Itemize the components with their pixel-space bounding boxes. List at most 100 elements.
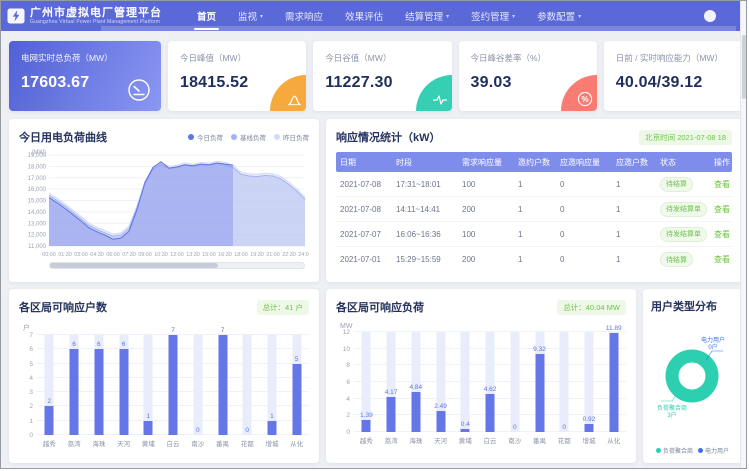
main-nav: 首页 监视 ▾ 需求响应 效果评估 结算管理 ▾ 签约管理 ▾ 参数配置 ▾ xyxy=(186,1,592,31)
bar-value-label: 4.84 xyxy=(409,383,423,391)
nav-item-2[interactable]: 需求响应 xyxy=(285,12,324,23)
bar-value-label: 0 xyxy=(562,424,567,431)
kpi-value: 11227.30 xyxy=(325,74,393,91)
x-tick-label: 番禺 xyxy=(216,441,229,448)
kpi-value: 17603.67 xyxy=(21,74,90,91)
column-header: 需求响应量 xyxy=(462,157,502,167)
view-link[interactable]: 查看 xyxy=(714,255,730,264)
status-badge: 待结算 xyxy=(660,176,693,192)
y-tick-label: 3 xyxy=(29,389,33,397)
svg-text:07:30: 07:30 xyxy=(122,252,136,258)
x-tick-label: 海珠 xyxy=(92,441,106,448)
bar xyxy=(361,420,371,432)
legend-item-aggregator[interactable]: 负荷聚合商 xyxy=(655,446,693,455)
column-header: 应邀户数 xyxy=(616,157,648,167)
y-axis-unit: 户 xyxy=(23,325,30,332)
bar-background-band xyxy=(242,335,252,435)
logo-bolt-icon xyxy=(7,8,25,24)
app-header: 广州市虚拟电厂管理平台 Guangzhou Virtual Power Plan… xyxy=(1,1,746,31)
legend-dot xyxy=(231,134,237,140)
column-header: 应邀响应量 xyxy=(560,157,600,167)
app-logo: 广州市虚拟电厂管理平台 Guangzhou Virtual Power Plan… xyxy=(1,7,172,25)
table-cell: 0 xyxy=(560,204,565,214)
y-axis-unit: MW xyxy=(340,323,353,330)
bar-column: 4.84 xyxy=(403,332,428,432)
bar xyxy=(485,393,495,432)
bar-value-label: 11.89 xyxy=(605,324,622,332)
x-tick-label: 白云 xyxy=(166,441,180,448)
table-cell: 15:29~15:59 xyxy=(396,255,441,264)
svg-text:18:00: 18:00 xyxy=(234,252,248,258)
user-avatar[interactable] xyxy=(704,10,716,22)
legend-item-power-user[interactable]: 电力用户 xyxy=(698,446,729,455)
bar-background-band xyxy=(559,332,569,432)
nav-item-4[interactable]: 结算管理 ▾ xyxy=(405,12,450,23)
svg-text:22:30: 22:30 xyxy=(282,252,296,258)
y-tick-label: 0 xyxy=(346,429,350,436)
svg-text:(MW): (MW) xyxy=(31,150,46,156)
view-link[interactable]: 查看 xyxy=(714,179,730,189)
bar-value-label: 6 xyxy=(72,341,76,349)
svg-text:15:00: 15:00 xyxy=(202,252,216,258)
table-row: 2021-07-08 17:31~18:01 100 1 0 1 待结算 查看 xyxy=(336,172,732,197)
svg-text:12,000: 12,000 xyxy=(28,233,47,239)
x-tick-label: 天河 xyxy=(434,438,448,445)
bar xyxy=(460,428,470,432)
datazoom-slider[interactable] xyxy=(49,262,305,269)
legend-item-yesterday[interactable]: 昨日负荷 xyxy=(274,132,309,142)
bar-column: 1.39 xyxy=(354,332,379,432)
panel-title-response-stats: 响应情况统计（kW） xyxy=(336,132,441,144)
bar-background-band xyxy=(386,332,396,432)
x-tick-label: 从化 xyxy=(290,441,304,448)
bar-column: 0 xyxy=(552,332,577,432)
table-cell: 17:31~18:01 xyxy=(396,179,441,189)
nav-item-5[interactable]: 签约管理 ▾ xyxy=(471,12,516,23)
nav-item-1[interactable]: 监视 ▾ xyxy=(238,12,264,23)
load-curve-panel: 今日用电负荷曲线 今日负荷 基线负荷 昨日负荷 (MW) 11,000 12,000… xyxy=(9,119,319,282)
load-chart-legend: 今日负荷 基线负荷 昨日负荷 xyxy=(188,132,309,142)
svg-text:11,000: 11,000 xyxy=(28,244,47,250)
bar-plot: 2 6 6 6 1 7 0 7 0 1 5 xyxy=(37,327,309,435)
bar-column: 1 xyxy=(136,335,161,435)
table-cell: 14:11~14:41 xyxy=(396,204,441,214)
view-link[interactable]: 查看 xyxy=(714,204,730,214)
bar-column: 4.62 xyxy=(478,332,503,432)
nav-item-0[interactable]: 首页 xyxy=(186,1,227,31)
nav-item-3[interactable]: 效果评估 xyxy=(345,12,384,23)
svg-text:15,000: 15,000 xyxy=(28,199,47,205)
legend-item-baseline[interactable]: 基线负荷 xyxy=(231,132,266,142)
nav-underline-strip xyxy=(101,26,736,31)
table-cell: 1 xyxy=(518,255,523,264)
nav-item-6[interactable]: 参数配置 ▾ xyxy=(537,12,582,23)
page-scrollbar[interactable] xyxy=(740,1,746,468)
table-row: 2021-07-07 16:06~16:36 100 1 0 1 待发结算单 查看 xyxy=(336,222,732,247)
legend-dot xyxy=(698,448,703,453)
grid-line xyxy=(354,331,626,332)
svg-text:0户: 0户 xyxy=(708,343,717,351)
beijing-time-badge: 北京时间 2021-07-08 18 xyxy=(639,129,732,145)
scrollbar-thumb[interactable] xyxy=(742,35,746,99)
view-link[interactable]: 查看 xyxy=(714,229,730,239)
svg-text:电力用户: 电力用户 xyxy=(701,336,725,344)
kpi-label: 今日峰谷差率（%） xyxy=(470,53,547,63)
x-tick-label: 增城 xyxy=(265,441,279,448)
grid-line xyxy=(37,334,309,335)
svg-text:负荷聚合商: 负荷聚合商 xyxy=(657,404,687,412)
bar-column: 6 xyxy=(111,335,136,435)
svg-text:13,000: 13,000 xyxy=(28,221,47,227)
y-tick-label: 12 xyxy=(342,329,350,336)
datazoom-thumb[interactable] xyxy=(50,263,218,268)
bar-column: 9.32 xyxy=(527,332,552,432)
bar-value-label: 5 xyxy=(294,355,299,363)
bar-background-band xyxy=(510,332,520,432)
bar-background-band xyxy=(143,335,153,435)
bar-background-band xyxy=(584,332,594,432)
bar xyxy=(218,335,227,435)
bar xyxy=(143,420,153,435)
legend-dot xyxy=(655,448,661,453)
legend-item-today[interactable]: 今日负荷 xyxy=(188,132,223,142)
bar-column: 11.89 xyxy=(601,325,626,432)
svg-text:24:00: 24:00 xyxy=(298,252,309,258)
